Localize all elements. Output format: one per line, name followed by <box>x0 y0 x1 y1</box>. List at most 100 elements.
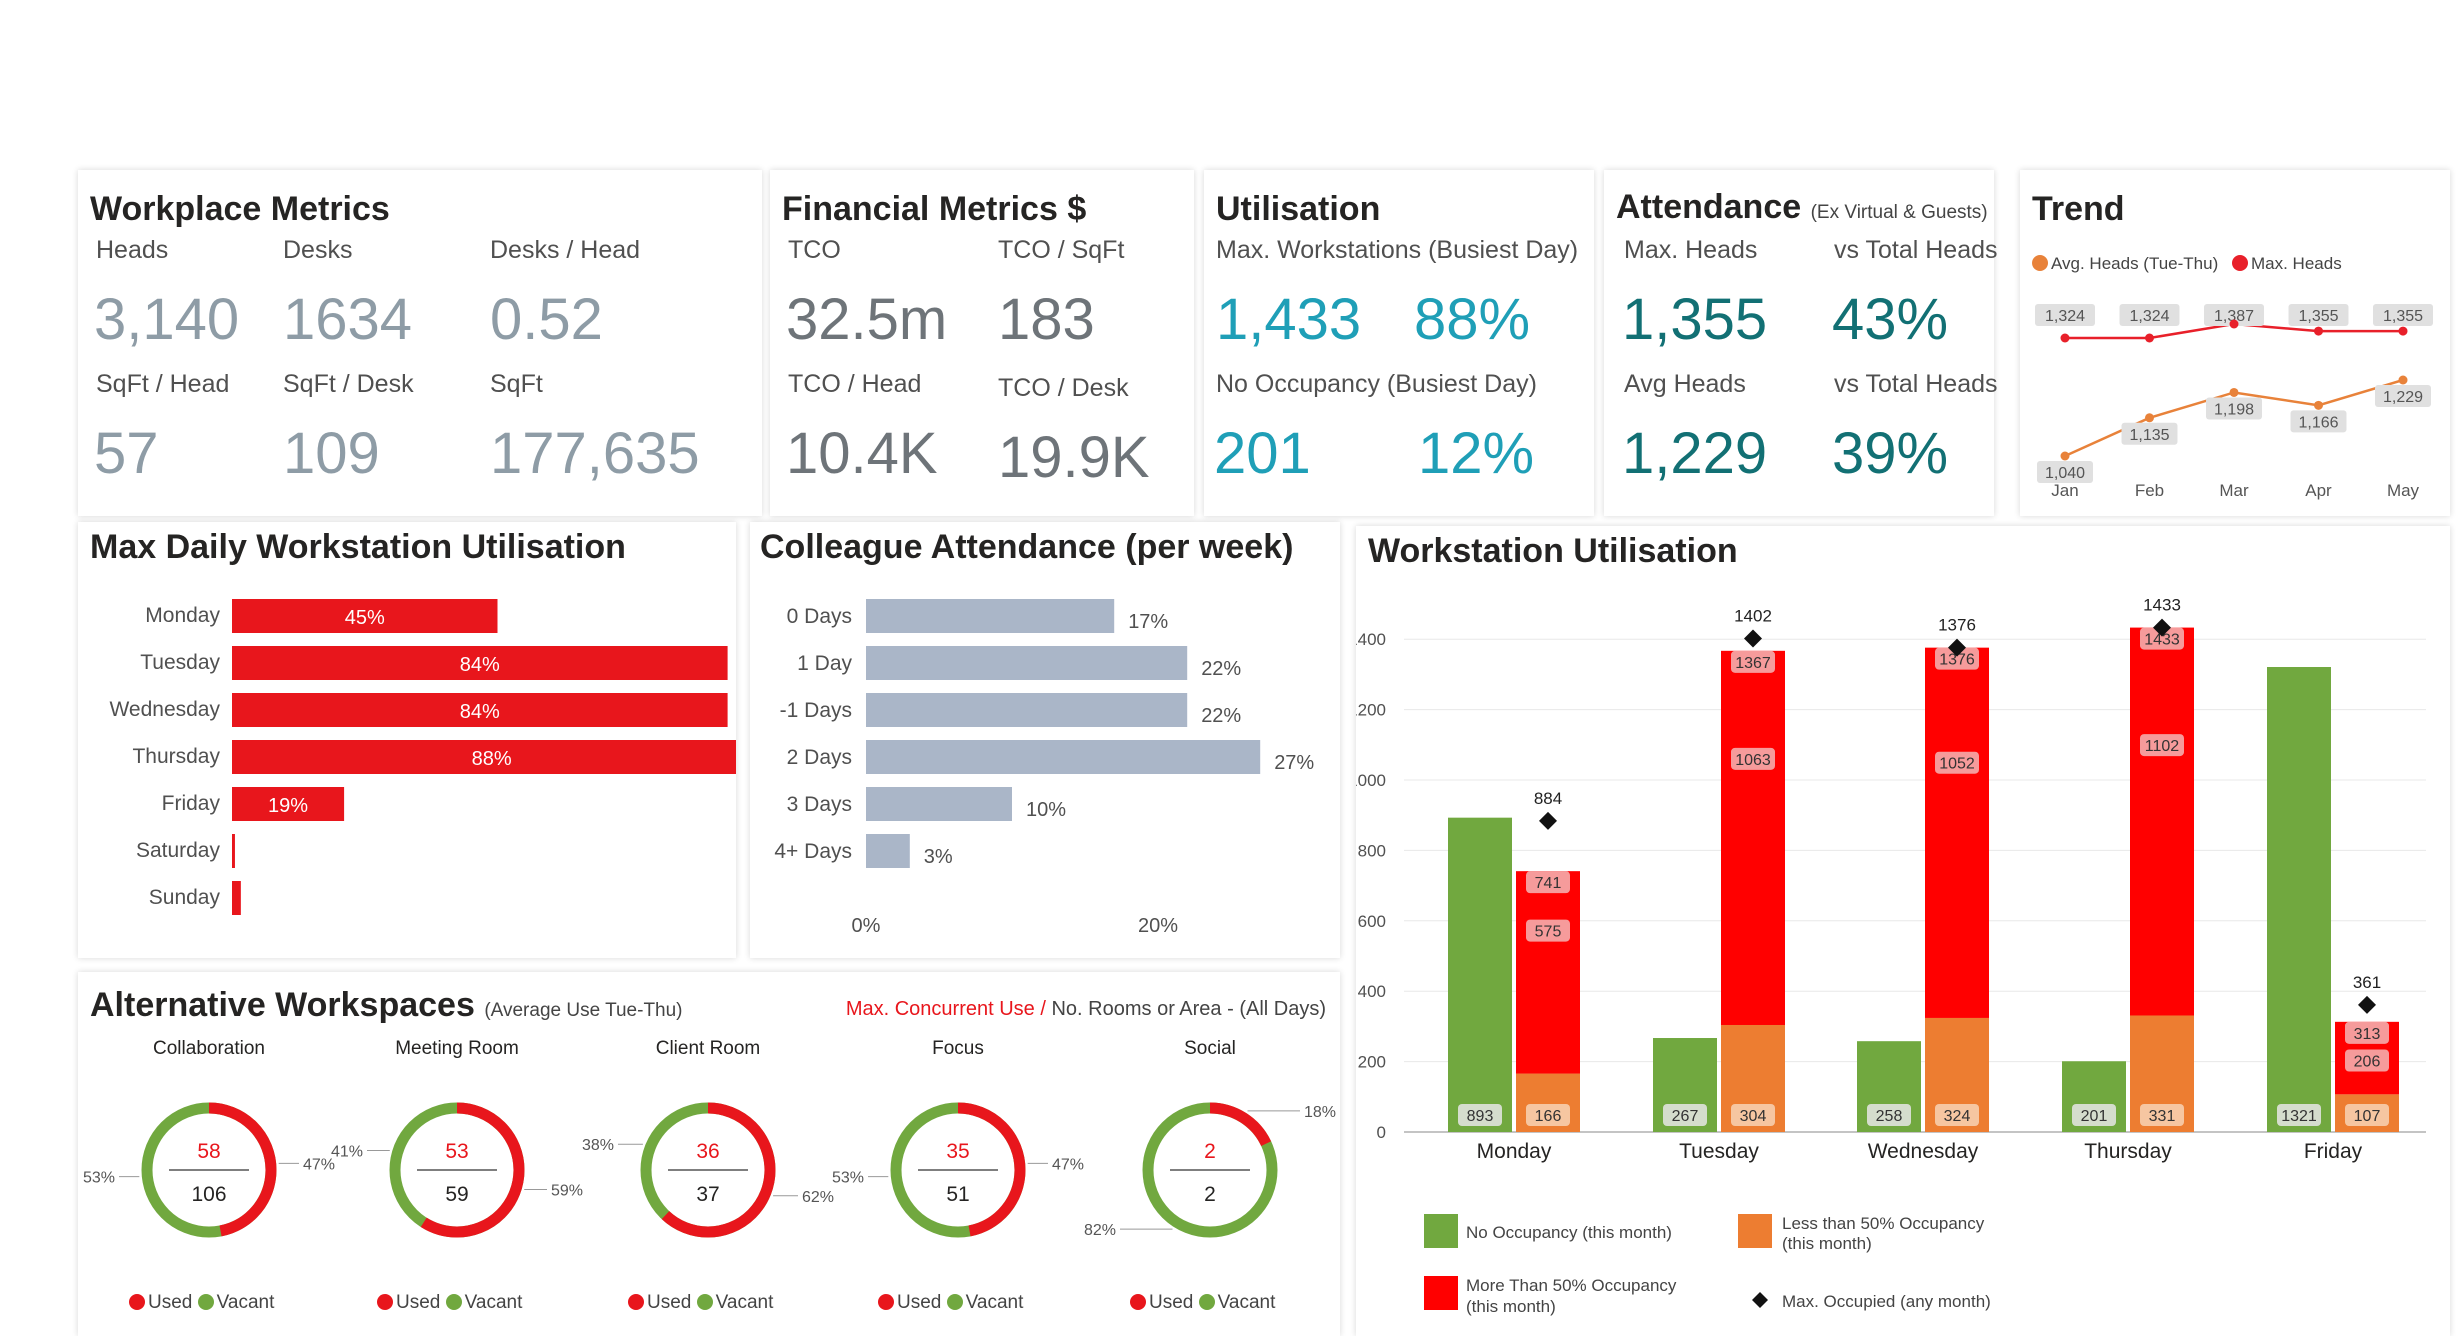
daily-bar <box>232 787 345 821</box>
daily-util-chart: Monday 45% Tuesday 84% Wednesday 84% Thursday 8… <box>109 599 736 915</box>
donut-legend: Used Vacant <box>628 1292 773 1314</box>
coll-bar-label: 27% <box>1274 752 1314 774</box>
heads-label: Heads <box>96 236 169 264</box>
used-legend-text: Used <box>1149 1292 1194 1313</box>
max-workstations-pct: 88% <box>1414 287 1531 352</box>
trend-max-point <box>2060 333 2070 343</box>
trend-avg-label: 1,040 <box>2045 465 2085 482</box>
ws-used-total-label-bg <box>1526 871 1570 894</box>
sqft-desk-label: SqFt / Desk <box>283 370 414 398</box>
max-workstations-value: 1,433 <box>1216 287 1362 352</box>
vacant-legend-text: Vacant <box>965 1292 1024 1313</box>
ws-legend-less50-b: (this month) <box>1782 1234 1872 1253</box>
ws-used-mid-label-bg <box>1731 747 1775 770</box>
daily-util-panel: Max Daily Workstation Utilisation Monday… <box>78 522 736 958</box>
ws-no-occupancy-label-bg <box>1663 1104 1707 1126</box>
utilisation-panel: Utilisation Max. Workstations (Busiest D… <box>1204 170 1594 516</box>
donut-vacant-pct: 82% <box>1084 1222 1116 1239</box>
daily-day-label: Sunday <box>149 886 221 909</box>
donut-used-arc <box>141 1102 277 1238</box>
used-legend-text: Used <box>148 1292 193 1313</box>
trend-max-label: 1,355 <box>2298 308 2338 325</box>
daily-day-label: Tuesday <box>140 651 220 674</box>
attendance-title: Attendance (Ex Virtual & Guests) <box>1616 188 1988 227</box>
used-dot <box>377 1294 393 1310</box>
ws-max-occupied-marker <box>2153 618 2171 637</box>
sqft-label: SqFt <box>490 370 543 398</box>
used-dot <box>129 1294 145 1310</box>
used-legend-text: Used <box>897 1292 942 1313</box>
trend-max-label-bg <box>2373 304 2433 326</box>
daily-day-label: Wednesday <box>109 698 220 721</box>
trend-legend-avg-dot <box>2032 255 2048 271</box>
vacant-legend-text: Vacant <box>216 1292 275 1313</box>
trend-max-label-bg <box>2204 304 2264 326</box>
trend-legend-max-text: Max. Heads <box>2251 254 2342 273</box>
ws-legend-more50-b: (this month) <box>1466 1297 1556 1316</box>
ws-less50-label: 304 <box>1740 1108 1767 1125</box>
financial-metrics-title: Financial Metrics $ <box>782 190 1087 228</box>
donut-vacant-pct: 38% <box>582 1137 614 1154</box>
coll-cat-label: 4+ Days <box>774 840 852 863</box>
donut-used-value: 36 <box>696 1140 719 1163</box>
ws-legend-diamond <box>1752 1292 1768 1308</box>
vacant-dot <box>696 1294 713 1310</box>
donut-legend: Used Vacant <box>129 1292 274 1314</box>
ws-y-tick: 400 <box>1358 982 1386 1001</box>
alt-workspaces-right-note: Max. Concurrent Use / No. Rooms or Area … <box>846 998 1326 1021</box>
vs-total-heads-value-1: 43% <box>1832 287 1949 352</box>
donut-used-value: 58 <box>197 1140 220 1163</box>
trend-max-label: 1,324 <box>2045 308 2085 325</box>
daily-bar <box>232 834 235 868</box>
max-workstations-label: Max. Workstations (Busiest Day) <box>1216 236 1579 264</box>
daily-day-label: Thursday <box>132 745 220 768</box>
trend-avg-point <box>2229 387 2239 397</box>
workplace-metrics-title: Workplace Metrics <box>90 190 390 228</box>
attendance-subtitle: (Ex Virtual & Guests) <box>1810 202 1988 223</box>
ws-x-tick: Wednesday <box>1868 1140 1979 1163</box>
donut-total-value: 106 <box>191 1183 226 1206</box>
no-occupancy-value: 201 <box>1214 421 1311 486</box>
donut-vacant-pct: 53% <box>83 1170 115 1187</box>
ws-no-occupancy-bar <box>2267 667 2331 1132</box>
vs-total-heads-label-1: vs Total Heads <box>1834 236 1998 264</box>
ws-more50-bar <box>1925 647 1989 1018</box>
ws-no-occupancy-label-bg <box>2277 1104 2321 1126</box>
ws-max-occupied-label: 884 <box>1534 789 1562 808</box>
coll-bar <box>866 787 1012 821</box>
donut-used-arc <box>890 1102 1026 1238</box>
ws-util-panel: Workstation Utilisation 0 200 400 600 800 100… <box>1356 526 2450 1336</box>
ws-y-tick: 1000 <box>1356 771 1386 790</box>
ws-used-total-label: 741 <box>1535 875 1562 892</box>
ws-legend-less50-a: Less than 50% Occupancy <box>1782 1214 1985 1233</box>
ws-less50-label-bg <box>1935 1104 1979 1126</box>
coll-bar-label: 3% <box>924 846 953 868</box>
ws-no-occupancy-label: 893 <box>1467 1108 1494 1125</box>
desks-head-value: 0.52 <box>490 287 603 352</box>
ws-used-mid-label-bg <box>2345 1049 2389 1072</box>
trend-avg-label-bg <box>2121 422 2178 445</box>
sqft-head-value: 57 <box>94 421 159 486</box>
ws-less50-label: 107 <box>2354 1108 2381 1125</box>
tco-value: 32.5m <box>786 287 948 352</box>
ws-used-total-label-bg <box>1935 647 1979 670</box>
coll-x-tick: 20% <box>1138 915 1178 937</box>
ws-used-mid-label-bg <box>2140 734 2184 757</box>
trend-avg-point <box>2060 451 2070 461</box>
trend-max-label: 1,324 <box>2129 308 2169 325</box>
trend-max-label: 1,387 <box>2214 308 2254 325</box>
ws-legend-more50-a: More Than 50% Occupancy <box>1466 1276 1677 1295</box>
colleague-attendance-title: Colleague Attendance (per week) <box>760 528 1294 566</box>
ws-less50-label-bg <box>1731 1104 1775 1126</box>
trend-avg-label-bg <box>2375 385 2431 407</box>
tco-desk-value: 19.9K <box>998 425 1150 490</box>
alt-right-rest: No. Rooms or Area - (All Days) <box>1051 998 1326 1020</box>
ws-x-tick: Friday <box>2304 1140 2363 1163</box>
alt-workspaces-title: Alternative Workspaces (Average Use Tue-… <box>90 986 683 1025</box>
vacant-dot <box>445 1294 462 1310</box>
coll-cat-label: -1 Days <box>780 699 852 722</box>
workplace-metrics-panel: Workplace Metrics Heads Desks Desks / He… <box>78 170 762 516</box>
donut-chart: 35 51 47% 53% <box>832 1102 1084 1238</box>
trend-max-point <box>2145 333 2154 343</box>
desks-head-label: Desks / Head <box>490 236 641 264</box>
